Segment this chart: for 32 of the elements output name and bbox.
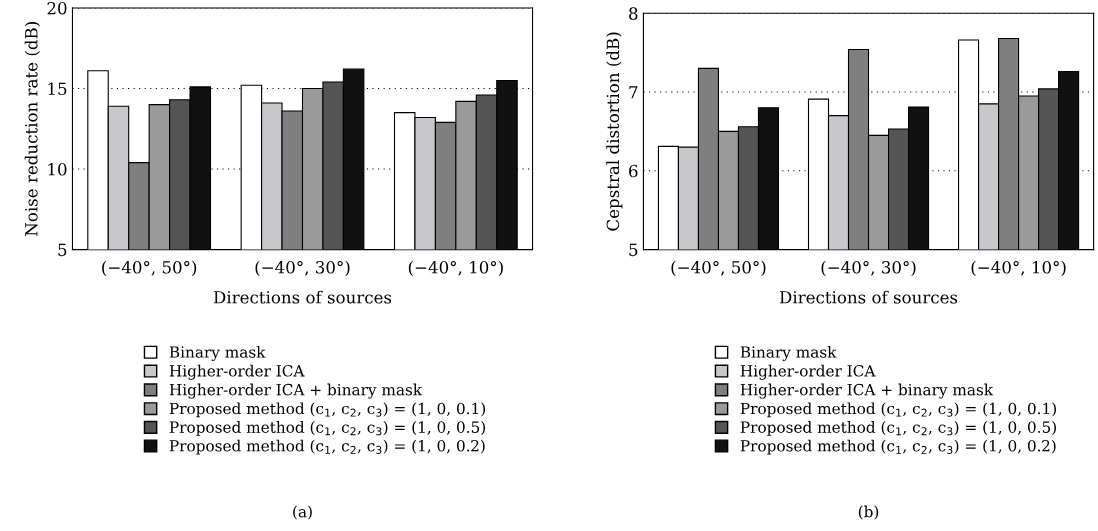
legend-label: Higher-order ICA + binary mask [740, 383, 994, 399]
y-tick-label: 15 [48, 82, 67, 96]
legend-label: Higher-order ICA [740, 364, 876, 380]
y-tick-label: 6 [629, 164, 638, 178]
legend-label: Proposed method (c$_{1}$, c$_{2}$, c$_{3}$) = (1, 0, 0.5) [169, 421, 486, 436]
legend-label: Proposed method (c$_{1}$, c$_{2}$, c$_{3}$) = (1, 0, 0.1) [169, 402, 486, 418]
legend-label: Higher-order ICA + binary mask [169, 383, 423, 399]
legend-label: Proposed method (c$_{1}$, c$_{2}$, c$_{3}$) = (1, 0, 0.1) [740, 402, 1056, 418]
y-tick-label: 5 [629, 243, 638, 257]
legend-label: Binary mask [169, 345, 266, 361]
legend-label: Proposed method (c$_{1}$, c$_{2}$, c$_{3}$) = (1, 0, 0.2) [169, 439, 485, 455]
x-tick-label: (−40°, 30°) [821, 260, 916, 276]
x-tick-label: (−40°, 10°) [408, 260, 503, 276]
legend-label: Proposed method (c$_{1}$, c$_{2}$, c$_{3}$) = (1, 0, 0.5) [740, 421, 1056, 436]
y-tick-label: 7 [629, 86, 638, 99]
y-tick-label: 20 [47, 1, 67, 15]
text: (b) [858, 505, 879, 520]
legend-label: Higher-order ICA [169, 364, 305, 380]
x-tick-label: (−40°, 50°) [671, 260, 766, 276]
text: (a) [293, 505, 312, 520]
x-tick-label: (−40°, 50°) [102, 260, 197, 276]
x-axis-title: Directions of sources [213, 290, 392, 304]
y-tick-label: 8 [629, 7, 638, 20]
x-axis-title: Directions of sources [779, 290, 958, 304]
y-axis-title: Noise reduction rate (dB) [24, 22, 40, 236]
legend-label: Binary mask [740, 345, 837, 361]
y-tick-label: 10 [48, 163, 67, 176]
x-tick-label: (−40°, 10°) [971, 260, 1066, 276]
y-tick-label: 5 [58, 243, 67, 257]
y-axis-title: Cepstral distortion (dB) [606, 32, 623, 231]
x-tick-label: (−40°, 30°) [255, 260, 350, 276]
legend-label: Proposed method (c$_{1}$, c$_{2}$, c$_{3}$) = (1, 0, 0.2) [740, 439, 1056, 455]
